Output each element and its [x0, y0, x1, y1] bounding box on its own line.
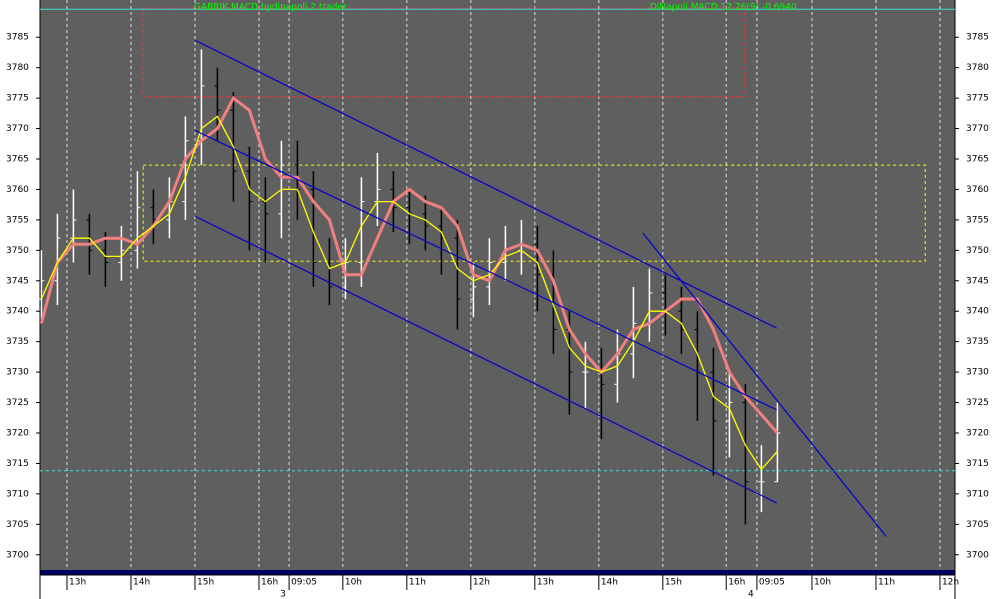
y-tick-label: 3780 — [6, 63, 29, 73]
x-tick-label: 10h — [814, 578, 831, 588]
trend-line — [642, 232, 887, 537]
y-tick-label: 3785 — [966, 33, 989, 43]
zone — [142, 7, 746, 98]
plot-area — [40, 0, 955, 570]
y-tick-label: 3765 — [6, 155, 29, 165]
y-tick-label: 3700 — [966, 550, 989, 560]
y-tick-label: 3745 — [966, 276, 989, 286]
y-tick-label: 3710 — [966, 489, 989, 499]
y-tick-label: 3760 — [966, 185, 989, 195]
y-tick-label: 3705 — [966, 520, 989, 530]
y-tick-label: 3735 — [966, 337, 989, 347]
y-tick-label: 3740 — [6, 307, 29, 317]
day-label: 4 — [748, 590, 754, 599]
chart-subtitle: DiNapoli MACD 12 26(9) -0.6940 — [650, 3, 797, 13]
x-tick-label: 16h — [261, 578, 278, 588]
x-tick-label: 13h — [69, 578, 86, 588]
x-tick-label: 14h — [601, 578, 618, 588]
average-line — [39, 95, 779, 434]
x-tick-label: 09:05 — [759, 578, 785, 588]
y-tick-label: 3780 — [966, 63, 989, 73]
y-tick-label: 3750 — [6, 246, 29, 256]
y-tick-label: 3725 — [6, 398, 29, 408]
y-tick-label: 3770 — [6, 124, 29, 134]
y-tick-label: 3770 — [966, 124, 989, 134]
y-tick-label: 3785 — [6, 33, 29, 43]
y-tick-label: 3730 — [6, 368, 29, 378]
y-tick-label: 3705 — [6, 520, 29, 530]
x-tick-label: 10h — [345, 578, 362, 588]
zone — [142, 164, 926, 262]
y-tick-label: 3775 — [6, 94, 29, 104]
x-tick-label: 09:05 — [291, 578, 317, 588]
chart-title: GABRIK MACD bydinapoli 2 trader — [194, 3, 347, 13]
average-line — [40, 115, 778, 471]
y-tick-label: 3760 — [6, 185, 29, 195]
y-tick-label: 3725 — [966, 398, 989, 408]
x-tick-label: 11h — [878, 578, 895, 588]
y-tick-label: 3715 — [6, 459, 29, 469]
y-tick-label: 3745 — [6, 276, 29, 286]
trend-line — [194, 215, 778, 504]
indicator-strip — [40, 570, 955, 575]
y-tick-label: 3750 — [966, 246, 989, 256]
y-tick-label: 3775 — [966, 94, 989, 104]
y-tick-label: 3720 — [966, 429, 989, 439]
y-tick-label: 3700 — [6, 550, 29, 560]
x-tick-label: 12h — [942, 578, 959, 588]
y-tick-label: 3755 — [6, 215, 29, 225]
x-tick-label: 16h — [728, 578, 745, 588]
day-label: 3 — [280, 590, 286, 599]
y-tick-label: 3730 — [966, 368, 989, 378]
y-tick-label: 3765 — [966, 155, 989, 165]
x-tick-label: 13h — [537, 578, 554, 588]
x-tick-label: 15h — [665, 578, 682, 588]
x-tick-label: 14h — [133, 578, 150, 588]
x-tick-label: 11h — [409, 578, 426, 588]
y-tick-label: 3755 — [966, 215, 989, 225]
x-tick-label: 15h — [197, 578, 214, 588]
y-tick-label: 3710 — [6, 489, 29, 499]
trend-line — [194, 129, 778, 411]
y-tick-label: 3740 — [966, 307, 989, 317]
y-tick-label: 3735 — [6, 337, 29, 347]
x-tick-label: 12h — [473, 578, 490, 588]
y-tick-label: 3715 — [966, 459, 989, 469]
y-tick-label: 3720 — [6, 429, 29, 439]
layer — [36, 0, 959, 590]
trend-line — [194, 39, 778, 329]
